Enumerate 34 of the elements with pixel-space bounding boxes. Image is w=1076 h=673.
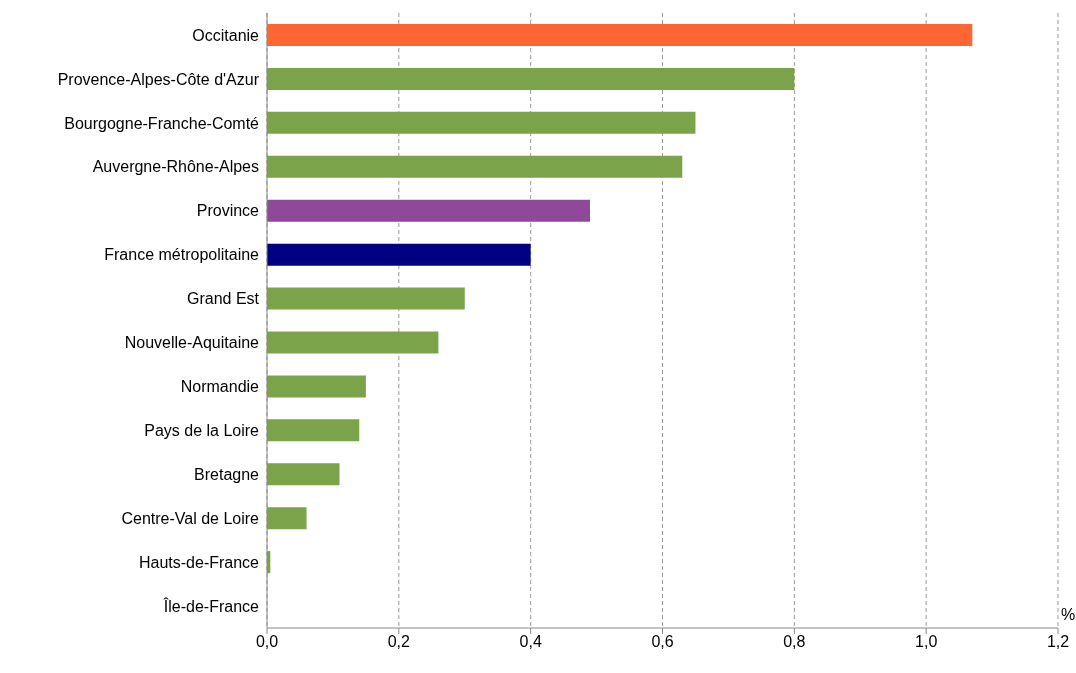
y-tick-label: Île-de-France xyxy=(162,596,260,615)
x-tick-label: 0,4 xyxy=(519,633,542,651)
y-tick-label: Pays de la Loire xyxy=(144,422,260,439)
bar xyxy=(267,463,340,486)
bar xyxy=(267,243,531,266)
y-tick-label: Occitanie xyxy=(192,26,260,44)
x-tick-label: 1,2 xyxy=(1046,633,1070,651)
x-tick-label: 1,0 xyxy=(915,633,938,651)
y-tick-label: Hauts-de-France xyxy=(138,553,260,571)
x-tick-label: 0,0 xyxy=(255,633,279,651)
y-tick-label: Grand Est xyxy=(186,290,260,308)
y-tick-label: Bourgogne-Franche-Comté xyxy=(64,114,260,132)
x-tick-label: 0,6 xyxy=(651,633,674,651)
y-tick-label: Bretagne xyxy=(194,465,260,483)
x-tick-label: 0,8 xyxy=(783,633,806,651)
y-tick-label: Nouvelle-Aquitaine xyxy=(124,334,260,352)
bar xyxy=(267,199,590,222)
y-tick-label: Centre-Val de Loire xyxy=(121,509,260,527)
y-tick-label: France métropolitaine xyxy=(104,246,260,264)
bar xyxy=(267,67,795,90)
y-tick-label: Provence-Alpes-Côte d'Azur xyxy=(57,70,260,88)
x-axis-title: % xyxy=(1060,606,1076,623)
y-tick-label: Province xyxy=(196,202,260,220)
bar xyxy=(267,24,973,46)
bar xyxy=(267,419,360,442)
bar xyxy=(267,507,307,530)
y-tick-label: Auvergne-Rhône-Alpes xyxy=(92,158,259,176)
bar xyxy=(267,111,696,134)
bar xyxy=(267,331,439,354)
bar xyxy=(267,155,683,178)
bar xyxy=(267,287,465,310)
bar xyxy=(267,375,366,398)
y-tick-label: Normandie xyxy=(180,378,260,396)
x-tick-label: 0,2 xyxy=(387,633,411,651)
